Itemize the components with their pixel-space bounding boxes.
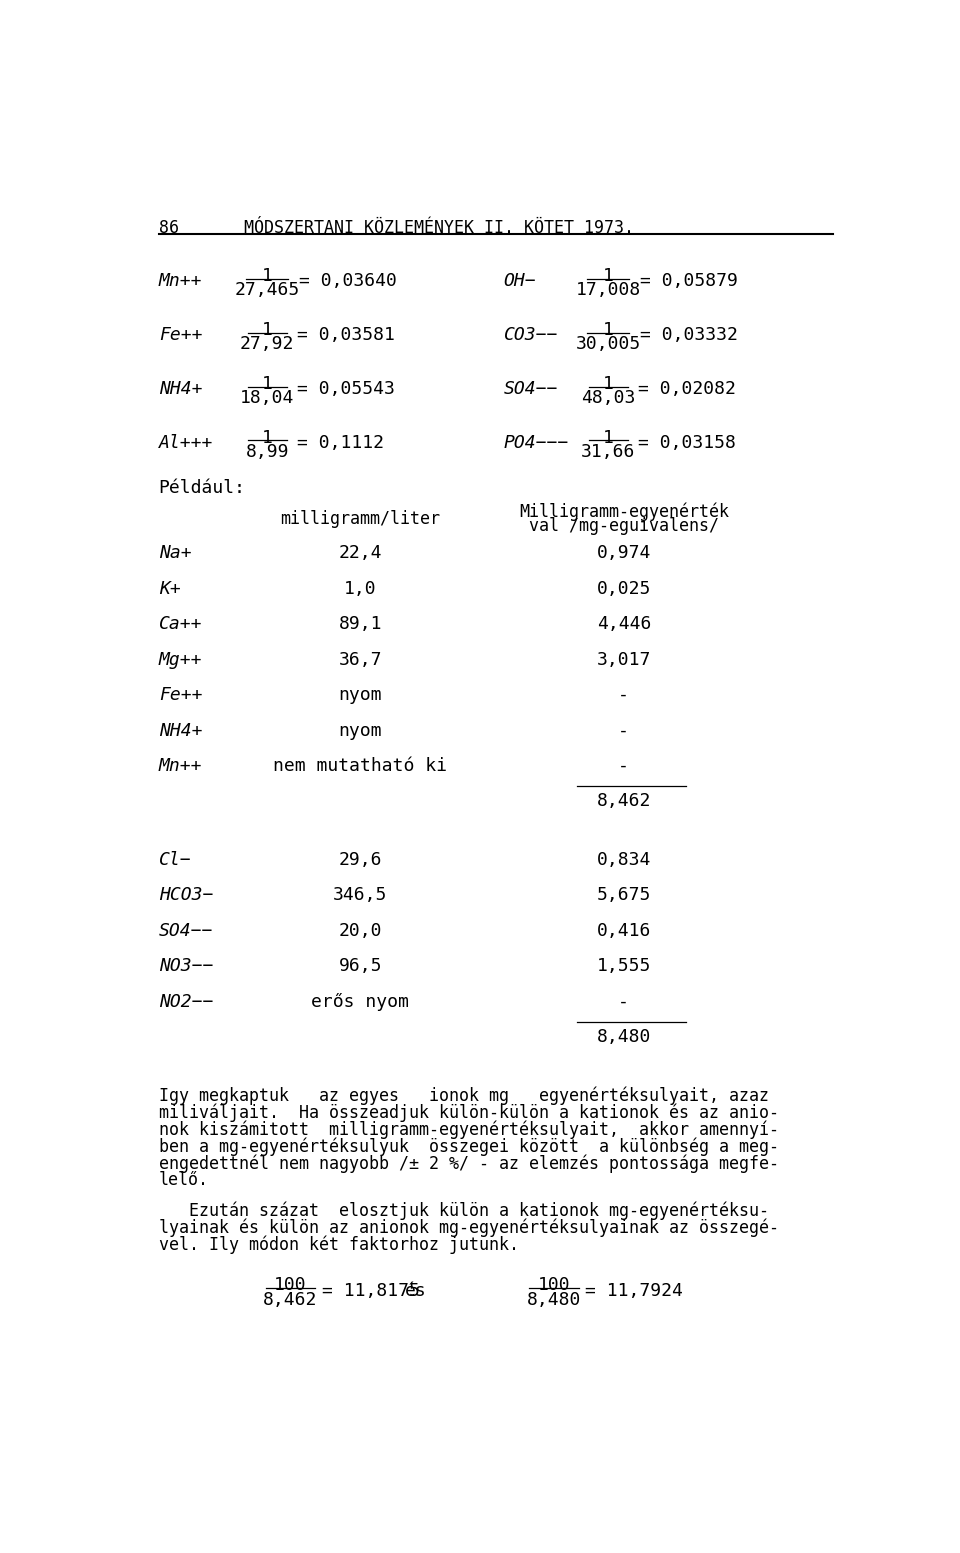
Text: = 0,03640: = 0,03640 — [299, 272, 396, 290]
Text: 36,7: 36,7 — [339, 651, 382, 669]
Text: 1: 1 — [262, 267, 273, 286]
Text: 1: 1 — [262, 429, 273, 447]
Text: 8,480: 8,480 — [527, 1291, 581, 1309]
Text: Ca++: Ca++ — [158, 615, 203, 634]
Text: MÓDSZERTANI KÖZLEMÉNYEK II. KÖTET 1973.: MÓDSZERTANI KÖZLEMÉNYEK II. KÖTET 1973. — [244, 219, 634, 236]
Text: lyainak és külön az anionok mg-egyenértéksulyainak az összegé-: lyainak és külön az anionok mg-egyenérté… — [158, 1219, 779, 1238]
Text: Igy megkaptuk   az egyes   ionok mg   egyenértéksulyait, azaz: Igy megkaptuk az egyes ionok mg egyenért… — [158, 1087, 769, 1106]
Text: CO3−−: CO3−− — [504, 326, 558, 343]
Text: 8,480: 8,480 — [596, 1028, 651, 1047]
Text: -: - — [618, 756, 629, 775]
Text: NO2−−: NO2−− — [158, 992, 213, 1011]
Text: 4,446: 4,446 — [596, 615, 651, 634]
Text: -: - — [618, 722, 629, 739]
Text: OH−: OH− — [504, 272, 537, 290]
Text: 0,416: 0,416 — [596, 922, 651, 940]
Text: 5,675: 5,675 — [596, 887, 651, 904]
Text: Mn++: Mn++ — [158, 756, 203, 775]
Text: PO4−−−: PO4−−− — [504, 433, 569, 452]
Text: = 0,03158: = 0,03158 — [638, 433, 736, 452]
Text: 1,0: 1,0 — [344, 579, 376, 598]
Text: ben a mg-egyenértéksulyuk  összegei között  a különbség a meg-: ben a mg-egyenértéksulyuk összegei közöt… — [158, 1137, 779, 1155]
Text: SO4−−: SO4−− — [158, 922, 213, 940]
Text: 8,462: 8,462 — [263, 1291, 318, 1309]
Text: 48,03: 48,03 — [581, 388, 636, 407]
Text: SO4−−: SO4−− — [504, 379, 558, 398]
Text: K+: K+ — [158, 579, 180, 598]
Text: milligramm/liter: milligramm/liter — [280, 509, 441, 528]
Text: 1,555: 1,555 — [596, 957, 651, 975]
Text: 18,04: 18,04 — [240, 388, 295, 407]
Text: 3,017: 3,017 — [596, 651, 651, 669]
Text: Ezután százat  elosztjuk külön a kationok mg-egyenértéksu-: Ezután százat elosztjuk külön a kationok… — [158, 1202, 769, 1221]
Text: nyom: nyom — [339, 722, 382, 739]
Text: Fe++: Fe++ — [158, 686, 203, 704]
Text: 100: 100 — [538, 1277, 570, 1294]
Text: = 0,05543: = 0,05543 — [298, 379, 396, 398]
Text: 8,99: 8,99 — [246, 443, 289, 461]
Text: = 11,7924: = 11,7924 — [585, 1283, 683, 1300]
Text: erős nyom: erős nyom — [311, 992, 409, 1011]
Text: NH4+: NH4+ — [158, 379, 203, 398]
Text: 100: 100 — [275, 1277, 307, 1294]
Text: Mg++: Mg++ — [158, 651, 203, 669]
Text: 27,465: 27,465 — [234, 281, 300, 300]
Text: 17,008: 17,008 — [576, 281, 641, 300]
Text: miliváljait.  Ha összeadjuk külön-külön a kationok és az anio-: miliváljait. Ha összeadjuk külön-külön a… — [158, 1104, 779, 1121]
Text: Al+++: Al+++ — [158, 433, 213, 452]
Text: 0,025: 0,025 — [596, 579, 651, 598]
Text: Na+: Na+ — [158, 545, 191, 562]
Text: 89,1: 89,1 — [339, 615, 382, 634]
Text: 30,005: 30,005 — [576, 335, 641, 353]
Text: = 0,05879: = 0,05879 — [640, 272, 738, 290]
Text: 96,5: 96,5 — [339, 957, 382, 975]
Text: -: - — [618, 992, 629, 1011]
Text: Mn++: Mn++ — [158, 272, 203, 290]
Text: lelő.: lelő. — [158, 1171, 208, 1190]
Text: nyom: nyom — [339, 686, 382, 704]
Text: nok kiszámitott  milligramm-egyenértéksulyait,  akkor amennyí-: nok kiszámitott milligramm-egyenértéksul… — [158, 1120, 779, 1138]
Text: 1: 1 — [262, 374, 273, 393]
Text: vel. Ily módon két faktorhoz jutunk.: vel. Ily módon két faktorhoz jutunk. — [158, 1236, 518, 1255]
Text: 0,974: 0,974 — [596, 545, 651, 562]
Text: -: - — [618, 686, 629, 704]
Text: = 0,03581: = 0,03581 — [298, 326, 396, 343]
Text: 1: 1 — [603, 374, 613, 393]
Text: Fe++: Fe++ — [158, 326, 203, 343]
Text: = 11,8175: = 11,8175 — [322, 1283, 420, 1300]
Text: 20,0: 20,0 — [339, 922, 382, 940]
Text: Cl−: Cl− — [158, 851, 191, 868]
Text: nem mutatható ki: nem mutatható ki — [274, 756, 447, 775]
Text: NH4+: NH4+ — [158, 722, 203, 739]
Text: 1: 1 — [262, 321, 273, 339]
Text: = 0,1112: = 0,1112 — [298, 433, 384, 452]
Text: 0,834: 0,834 — [596, 851, 651, 868]
Text: val /mg-eguivalens/: val /mg-eguivalens/ — [529, 517, 719, 536]
Text: 27,92: 27,92 — [240, 335, 295, 353]
Text: 86: 86 — [158, 219, 179, 236]
Text: 22,4: 22,4 — [339, 545, 382, 562]
Text: Milligramm-egyenérték: Milligramm-egyenérték — [518, 502, 729, 520]
Text: 1: 1 — [603, 429, 613, 447]
Text: 346,5: 346,5 — [333, 887, 388, 904]
Text: 31,66: 31,66 — [581, 443, 636, 461]
Text: 8,462: 8,462 — [596, 792, 651, 811]
Text: NO3−−: NO3−− — [158, 957, 213, 975]
Text: HCO3−: HCO3− — [158, 887, 213, 904]
Text: 1: 1 — [603, 321, 613, 339]
Text: 29,6: 29,6 — [339, 851, 382, 868]
Text: 1: 1 — [603, 267, 613, 286]
Text: engedettnél nem nagyobb /± 2 %/ - az elemzés pontossága megfe-: engedettnél nem nagyobb /± 2 %/ - az ele… — [158, 1154, 779, 1173]
Text: = 0,03332: = 0,03332 — [640, 326, 738, 343]
Text: és: és — [405, 1283, 427, 1300]
Text: = 0,02082: = 0,02082 — [638, 379, 736, 398]
Text: Például:: Például: — [158, 478, 246, 497]
